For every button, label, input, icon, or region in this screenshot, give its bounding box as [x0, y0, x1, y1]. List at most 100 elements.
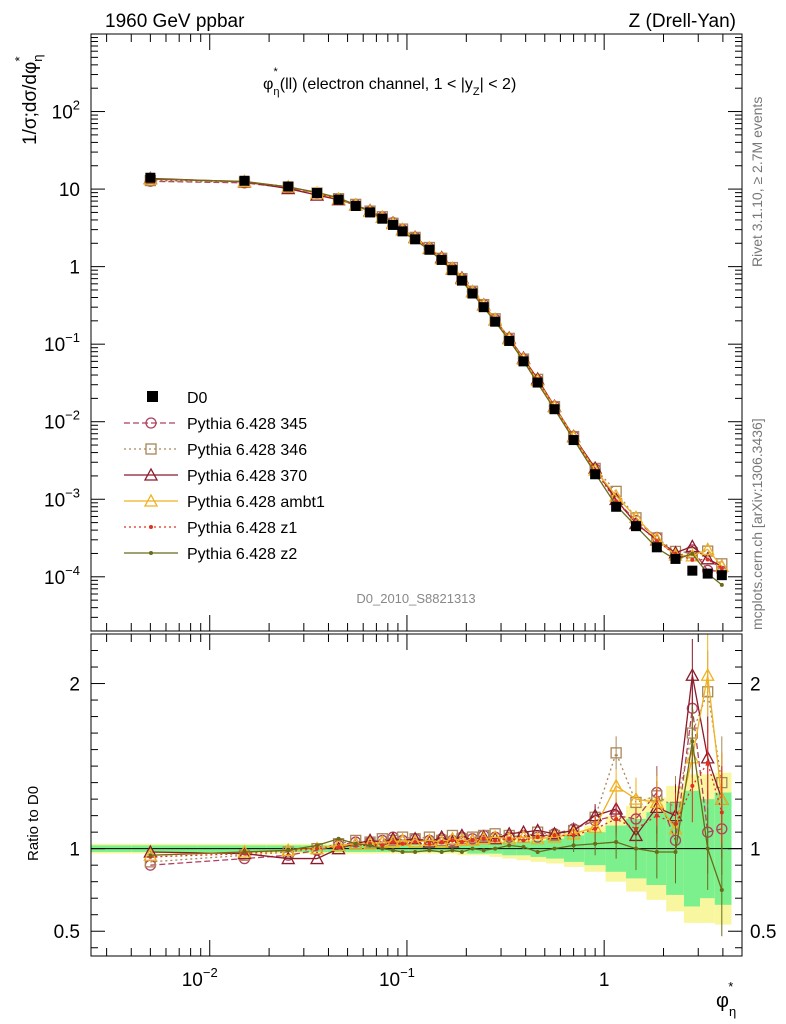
ratio-marker [400, 841, 405, 846]
x-tick-label: 10−1 [379, 965, 415, 991]
plot-title-rest: (ll) (electron channel, 1 < |y [280, 76, 473, 93]
data-marker [702, 568, 713, 579]
y-tick-label: 1 [69, 258, 80, 279]
plot-title-sup: * [274, 66, 279, 78]
ratio-marker [450, 838, 455, 843]
y-tick-label: 10−4 [44, 563, 80, 589]
data-marker [377, 213, 388, 224]
ratio-marker [336, 845, 341, 850]
ratio-marker [309, 841, 325, 855]
data-marker [478, 302, 489, 313]
data-marker [365, 207, 376, 218]
ratio-marker [476, 831, 491, 845]
legend-marker [143, 493, 159, 507]
ratio-marker [488, 831, 503, 845]
x-tick-labels: 10−2 10−1 1 [182, 965, 610, 991]
ratio-marker [408, 834, 423, 848]
ratio-marker [459, 849, 464, 854]
data-marker [630, 521, 641, 532]
data-marker [651, 542, 662, 553]
legend-label: Pythia 6.428 ambt1 [187, 494, 325, 511]
legend-label: Pythia 6.428 370 [187, 468, 307, 485]
ratio-marker [439, 849, 444, 854]
y-tick-label: 10−1 [44, 330, 80, 356]
ratio-marker [507, 836, 512, 841]
legend-entry: Pythia 6.428 z2 [124, 546, 297, 563]
data-marker [467, 288, 478, 299]
data-marker [333, 194, 344, 205]
data-marker [549, 404, 560, 415]
ratio-marker [552, 833, 557, 838]
ratio-marker [315, 846, 320, 851]
data-marker [590, 469, 601, 480]
data-marker [410, 234, 421, 245]
ratio-tick-label-left: 2 [69, 675, 80, 696]
main-series-4 [143, 171, 729, 572]
ratio-marker [535, 849, 540, 854]
ratio-tick-label-left: 1 [69, 840, 80, 861]
main-marker [700, 551, 715, 565]
ratio-marker [427, 848, 432, 853]
ratio-marker [385, 834, 401, 848]
x-axis-label: φη* [716, 979, 736, 1019]
main-marker [719, 582, 724, 587]
main-marker [685, 539, 700, 553]
y-tick-label: 102 [52, 98, 80, 124]
data-marker [687, 565, 698, 576]
main-marker [690, 557, 695, 562]
ratio-marker [465, 833, 480, 847]
ratio-marker [380, 846, 385, 851]
legend-marker [145, 417, 157, 429]
ratio-marker [470, 846, 475, 851]
main-marker [686, 547, 698, 559]
ratio-marker [281, 851, 296, 865]
ratio-marker [331, 838, 346, 852]
ratio-marker [493, 846, 498, 851]
legend-label: D0 [187, 390, 208, 407]
data-marker [532, 377, 543, 388]
ratio-marker [427, 841, 432, 846]
ratio-marker [521, 838, 526, 843]
data-marker [424, 244, 435, 255]
data-marker [670, 553, 681, 564]
ratio-marker [148, 853, 153, 858]
ratio-marker [454, 833, 470, 847]
main-marker [690, 551, 695, 556]
ratio-marker [380, 843, 385, 848]
ratio-marker [353, 841, 358, 846]
ratio-marker [331, 841, 346, 855]
data-marker [518, 356, 529, 367]
ratio-marker [413, 840, 418, 845]
data-marker [568, 435, 579, 446]
energy-label: 1960 GeV ppbar [105, 11, 245, 32]
ratio-marker [470, 838, 475, 843]
data-marker [436, 254, 447, 265]
legend-label: Pythia 6.428 346 [187, 442, 307, 459]
main-marker [654, 539, 659, 544]
ratio-marker [481, 848, 486, 853]
main-frame [90, 33, 743, 632]
data-marker [397, 226, 408, 237]
data-marker [350, 201, 361, 212]
plot-title-sub: η [273, 86, 279, 98]
process-label: Z (Drell-Yan) [629, 11, 736, 32]
ratio-marker [552, 846, 557, 851]
legend-entry: Pythia 6.428 370 [124, 467, 307, 485]
legend: D0 Pythia 6.428 345 Pythia 6.428 346 Pythia… [124, 390, 325, 563]
ratio-marker [535, 835, 540, 840]
y-tick-label: 10 [59, 180, 80, 201]
ratio-panel [90, 633, 743, 957]
main-series-1 [144, 175, 728, 577]
y-axis-label: 1/σ;dσ/dφη* [12, 54, 45, 145]
main-marker [700, 542, 715, 556]
ratio-marker [391, 848, 396, 853]
ratio-marker [493, 838, 498, 843]
ratio-tick-label-left: 0.5 [54, 922, 80, 943]
legend-marker [145, 443, 157, 455]
ratio-marker [362, 836, 378, 850]
data-marker [447, 265, 458, 276]
data-marker [716, 570, 727, 581]
plot-title-phi: φ [263, 76, 273, 93]
analysis-label: D0_2010_S8821313 [356, 591, 475, 606]
